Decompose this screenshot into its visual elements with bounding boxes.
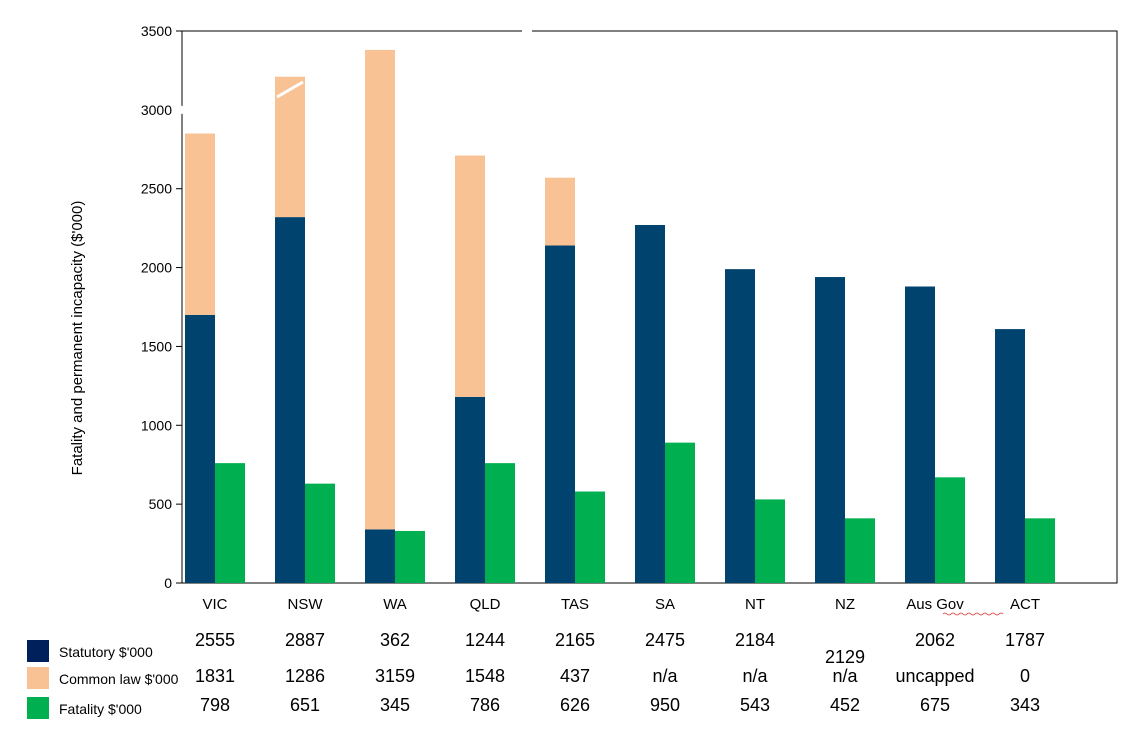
bar-statutory	[365, 529, 395, 583]
nsw-bar-break	[276, 80, 304, 99]
table-value-fatality: 786	[470, 695, 500, 715]
table-value-common_law: n/a	[652, 666, 678, 686]
table-value-common_law: 437	[560, 666, 590, 686]
bar-fatality	[845, 518, 875, 583]
y-tick-label: 3500	[141, 23, 172, 39]
bar-fatality	[935, 477, 965, 583]
y-tick-label: 1500	[141, 338, 172, 354]
bar-statutory	[455, 396, 485, 583]
bars	[185, 49, 1055, 584]
y-axis-label: Fatality and permanent incapacity ($'000…	[69, 201, 86, 476]
table-value-statutory: 2555	[195, 630, 235, 650]
category-label: NT	[745, 596, 765, 613]
bar-fatality	[395, 530, 425, 583]
table-value-fatality: 675	[920, 695, 950, 715]
table-value-common_law: 0	[1020, 666, 1030, 686]
bar-statutory	[545, 245, 575, 583]
bar-fatality	[305, 483, 335, 583]
y-tick-label: 0	[164, 575, 172, 591]
legend-swatch-fatality	[27, 697, 49, 719]
category-label: QLD	[470, 596, 501, 613]
legend: Statutory $'000 Common law $'000 Fatality …	[27, 640, 179, 719]
bar-fatality	[215, 463, 245, 583]
bar-common-law	[185, 133, 215, 315]
category-label: SA	[655, 596, 675, 613]
legend-label-common_law: Common law $'000	[59, 671, 179, 687]
legend-swatch-common_law	[27, 667, 49, 689]
top-axis-break	[522, 27, 532, 35]
category-label: WA	[383, 596, 407, 613]
category-label: NZ	[835, 596, 855, 613]
table-value-common_law: 3159	[375, 666, 415, 686]
table-value-fatality: 950	[650, 695, 680, 715]
table-value-fatality: 345	[380, 695, 410, 715]
axes: 0 500 1000 1500 2000 2500 3000 3500	[141, 23, 182, 591]
bar-fatality	[485, 463, 515, 583]
table-value-statutory: 2062	[915, 630, 955, 650]
table-value-common_law: uncapped	[895, 666, 974, 686]
bar-fatality	[665, 442, 695, 583]
category-label: ACT	[1010, 596, 1040, 613]
table-value-statutory: 1244	[465, 630, 505, 650]
bar-fatality	[755, 499, 785, 583]
table-value-fatality: 452	[830, 695, 860, 715]
table-value-common_law: n/a	[742, 666, 768, 686]
category-label: NSW	[288, 596, 324, 613]
bar-statutory	[635, 224, 665, 583]
spellcheck-underline	[942, 612, 1004, 616]
bar-statutory	[815, 277, 845, 583]
bar-statutory	[725, 269, 755, 583]
table-value-common_law: 1286	[285, 666, 325, 686]
y-axis-break	[172, 105, 188, 114]
table-value-statutory: 1787	[1005, 630, 1045, 650]
table-value-statutory: 362	[380, 630, 410, 650]
table-value-fatality: 543	[740, 695, 770, 715]
bar-statutory	[185, 314, 215, 583]
bar-common-law	[455, 155, 485, 397]
legend-label-fatality: Fatality $'000	[59, 701, 142, 717]
value-table: 2555 2887 362 1244 2165 2475 2184 2129 2062 1787 1…	[195, 630, 1045, 715]
legend-swatch-statutory	[27, 640, 49, 662]
bar-fatality	[1025, 518, 1055, 583]
table-value-statutory: 2184	[735, 630, 775, 650]
y-tick-label: 3000	[141, 102, 172, 118]
bar-common-law	[275, 76, 305, 218]
category-label: VIC	[202, 596, 227, 613]
bar-statutory	[275, 217, 305, 584]
table-value-statutory: 2129	[825, 647, 865, 667]
table-value-statutory: 2475	[645, 630, 685, 650]
bar-fatality	[575, 491, 605, 583]
table-value-fatality: 798	[200, 695, 230, 715]
bar-common-law	[545, 177, 575, 246]
y-tick-label: 2500	[141, 181, 172, 197]
bar-statutory	[905, 286, 935, 583]
table-value-statutory: 2165	[555, 630, 595, 650]
y-tick-label: 2000	[141, 260, 172, 276]
table-value-common_law: n/a	[832, 666, 858, 686]
table-value-fatality: 651	[290, 695, 320, 715]
category-label: Aus Gov	[906, 596, 964, 613]
axis-breaks	[172, 27, 532, 114]
category-label: TAS	[561, 596, 589, 613]
table-value-fatality: 343	[1010, 695, 1040, 715]
table-value-common_law: 1548	[465, 666, 505, 686]
category-labels: VIC NSW WA QLD TAS SA NT NZ Aus Gov ACT	[202, 596, 1040, 616]
y-tick-label: 1000	[141, 417, 172, 433]
y-tick-label: 500	[149, 496, 173, 512]
bar-common-law	[365, 49, 395, 530]
table-value-fatality: 626	[560, 695, 590, 715]
legend-label-statutory: Statutory $'000	[59, 644, 153, 660]
table-value-statutory: 2887	[285, 630, 325, 650]
table-value-common_law: 1831	[195, 666, 235, 686]
bar-statutory	[995, 329, 1025, 583]
